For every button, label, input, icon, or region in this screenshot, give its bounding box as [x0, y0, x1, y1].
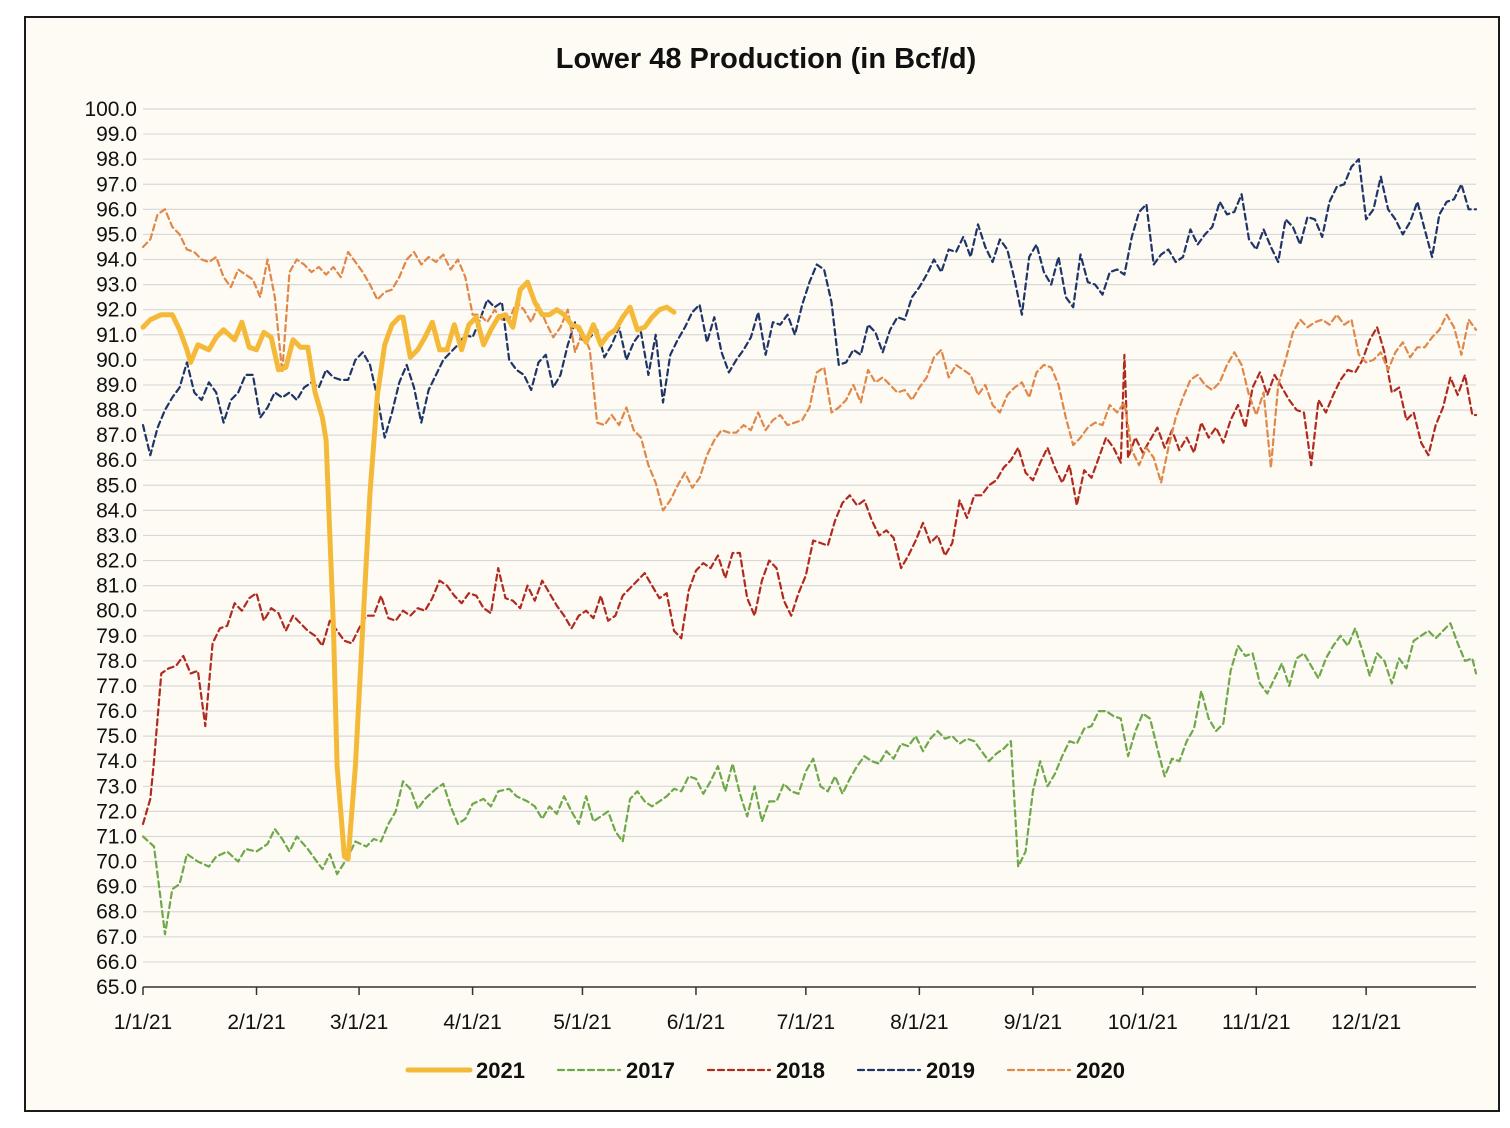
y-tick-label: 99.0 [96, 123, 137, 146]
legend-label-2020: 2020 [1076, 1058, 1125, 1083]
y-tick-label: 73.0 [96, 775, 137, 798]
y-tick-label: 100.0 [84, 98, 137, 121]
y-tick-label: 71.0 [96, 825, 137, 848]
chart-title: Lower 48 Production (in Bcf/d) [556, 43, 977, 75]
x-tick-label: 5/1/21 [553, 1011, 611, 1034]
y-tick-label: 67.0 [96, 926, 137, 949]
y-tick-label: 95.0 [96, 223, 137, 246]
y-tick-label: 78.0 [96, 650, 137, 673]
y-tick-label: 97.0 [96, 173, 137, 196]
legend-label-2021: 2021 [476, 1058, 525, 1083]
series-line-2017 [141, 622, 1478, 936]
y-tick-label: 89.0 [96, 374, 137, 397]
y-tick-label: 72.0 [96, 800, 137, 823]
y-tick-label: 77.0 [96, 675, 137, 698]
y-tick-label: 83.0 [96, 524, 137, 547]
x-tick-label: 12/1/21 [1331, 1011, 1401, 1034]
chart-frame: Lower 48 Production (in Bcf/d) 65.0 66.0 6… [24, 16, 1500, 1112]
y-tick-label: 75.0 [96, 725, 137, 748]
y-tick-label: 70.0 [96, 851, 137, 874]
y-tick-label: 68.0 [96, 901, 137, 924]
y-tick-label: 90.0 [96, 349, 137, 372]
y-tick-label: 66.0 [96, 951, 137, 974]
y-tick-label: 92.0 [96, 299, 137, 322]
x-tick-label: 9/1/21 [1004, 1011, 1062, 1034]
y-tick-label: 98.0 [96, 148, 137, 171]
series-lines [140, 158, 1478, 936]
y-tick-label: 91.0 [96, 324, 137, 347]
x-tick-label: 1/1/21 [114, 1011, 172, 1034]
y-tick-label: 74.0 [96, 750, 137, 773]
y-tick-label: 86.0 [96, 449, 137, 472]
y-tick-label: 65.0 [96, 976, 137, 999]
x-tick-label: 4/1/21 [443, 1011, 501, 1034]
x-tick-label: 2/1/21 [227, 1011, 285, 1034]
y-tick-label: 82.0 [96, 550, 137, 573]
x-tick-label: 11/1/21 [1222, 1011, 1291, 1034]
y-tick-label: 96.0 [96, 198, 137, 221]
legend-label-2019: 2019 [926, 1058, 975, 1083]
series-line-2020 [141, 208, 1478, 512]
x-tick-label: 7/1/21 [777, 1011, 835, 1034]
legend-label-2017: 2017 [626, 1058, 675, 1083]
y-tick-label: 84.0 [96, 499, 137, 522]
y-tick-label: 85.0 [96, 474, 137, 497]
y-tick-label: 94.0 [96, 249, 137, 272]
y-tick-label: 87.0 [96, 424, 137, 447]
y-tick-label: 79.0 [96, 625, 137, 648]
y-tick-label: 88.0 [96, 399, 137, 422]
series-line-2019 [141, 158, 1478, 457]
x-tick-label: 8/1/21 [890, 1011, 948, 1034]
x-tick-label: 6/1/21 [667, 1011, 725, 1034]
x-tick-label: 10/1/21 [1108, 1011, 1178, 1034]
y-tick-label: 81.0 [96, 575, 137, 598]
legend-label-2018: 2018 [776, 1058, 825, 1083]
x-tick-label: 3/1/21 [330, 1011, 388, 1034]
series-line-2021 [140, 279, 677, 862]
axes: 65.066.067.068.069.070.0 71.072.073.074.0… [84, 98, 1476, 1034]
y-tick-label: 69.0 [96, 876, 137, 899]
y-tick-label: 93.0 [96, 274, 137, 297]
legend: 2021 2017 2018 2019 2020 [405, 1058, 1125, 1083]
y-tick-label: 76.0 [96, 700, 137, 723]
line-chart: Lower 48 Production (in Bcf/d) 65.066.06… [84, 43, 1478, 1083]
y-tick-label: 80.0 [96, 600, 137, 623]
